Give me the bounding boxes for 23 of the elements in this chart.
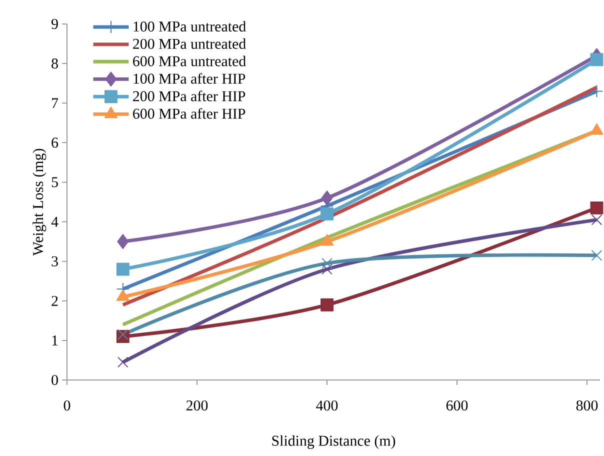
x-tick-label: 400: [316, 400, 338, 411]
y-tick-label: 3: [52, 256, 58, 266]
x-axis-title: Sliding Distance (m): [272, 435, 396, 449]
y-tick-label: 4: [51, 216, 58, 227]
x-tick-label: 0: [64, 400, 70, 411]
legend-label: 200 MPa after HIP: [133, 90, 246, 102]
y-tick-label: 6: [52, 138, 58, 148]
legend-label: 100 MPa untreated: [134, 21, 246, 32]
y-tick-label: 1: [52, 336, 58, 346]
y-tick-label: 8: [52, 58, 58, 69]
y-tick-label: 5: [52, 177, 58, 188]
y-tick-label: 9: [52, 18, 58, 30]
x-tick-label: 600: [446, 400, 468, 411]
legend-label: 600 MPa untreated: [133, 56, 246, 66]
legend-label: 100 MPa after HIP: [134, 73, 246, 84]
legend-label: 200 MPa untreated: [133, 38, 246, 49]
y-axis-title: Weight Loss (mg): [32, 148, 46, 256]
y-tick-label: 2: [52, 296, 58, 306]
legend-label: 600 MPa after HIP: [133, 108, 246, 119]
y-tick-label: 0: [52, 374, 58, 386]
x-tick-label: 800: [576, 400, 598, 411]
y-tick-label: 7: [52, 98, 58, 108]
x-tick-label: 200: [186, 400, 208, 411]
